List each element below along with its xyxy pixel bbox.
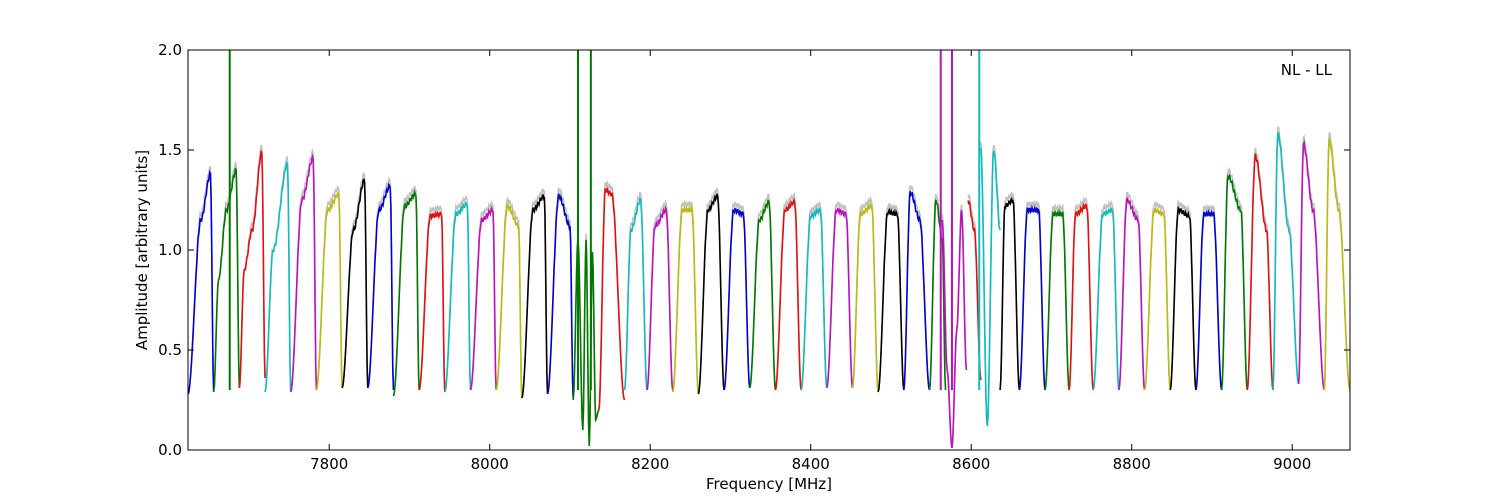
x-axis: 7800 8000 8200 8400 8600 8800 9000 bbox=[310, 50, 1311, 473]
channel-trace-13 bbox=[521, 193, 549, 399]
channel-trace-36 bbox=[1068, 202, 1094, 391]
channel-trace-34 bbox=[1018, 204, 1046, 391]
channel-trace-32 bbox=[980, 147, 1001, 427]
x-axis-label: Frequency [MHz] bbox=[706, 475, 832, 493]
channel-trace-16 bbox=[598, 185, 626, 411]
y-tick-label: 0.5 bbox=[158, 341, 182, 359]
channel-trace-21 bbox=[723, 207, 751, 391]
background-trace-11 bbox=[469, 199, 497, 391]
x-tick-label: 8600 bbox=[952, 455, 990, 473]
channel-trace-19 bbox=[671, 204, 700, 395]
channel-trace-28 bbox=[903, 191, 931, 391]
channel-trace-27 bbox=[877, 207, 905, 393]
channel-trace-38 bbox=[1118, 196, 1146, 391]
background-trace-3 bbox=[264, 156, 292, 393]
background-trace-13 bbox=[521, 188, 549, 399]
channel-trace-12 bbox=[495, 203, 523, 399]
y-axis: 0.0 0.5 1.0 1.5 2.0 bbox=[158, 41, 1350, 459]
x-tick-label: 8200 bbox=[631, 455, 669, 473]
channel-trace-23 bbox=[774, 197, 802, 391]
channel-trace-3 bbox=[264, 162, 292, 393]
channel-trace-25 bbox=[826, 207, 854, 389]
background-trace-1 bbox=[212, 161, 241, 393]
channel-trace-35 bbox=[1044, 209, 1070, 391]
channel-trace-30 bbox=[941, 210, 968, 449]
channel-trace-42 bbox=[1220, 173, 1249, 391]
background-trace-10 bbox=[444, 195, 472, 393]
y-tick-label: 0.0 bbox=[158, 441, 182, 459]
x-tick-label: 8000 bbox=[471, 455, 509, 473]
channel-trace-40 bbox=[1169, 205, 1197, 391]
background-trace-14 bbox=[546, 187, 574, 399]
channel-trace-37 bbox=[1092, 206, 1120, 391]
x-tick-label: 8400 bbox=[792, 455, 830, 473]
chart-annotation: NL - LL bbox=[1281, 61, 1333, 79]
series-layer bbox=[188, 50, 1350, 449]
background-trace-9 bbox=[418, 204, 446, 393]
channel-trace-39 bbox=[1143, 206, 1172, 391]
channel-trace-4 bbox=[289, 153, 318, 393]
x-tick-label: 9000 bbox=[1273, 455, 1311, 473]
channel-trace-11 bbox=[469, 205, 497, 391]
x-tick-label: 7800 bbox=[310, 455, 348, 473]
channel-trace-43 bbox=[1246, 153, 1274, 391]
channel-trace-0 bbox=[188, 169, 215, 395]
y-tick-label: 2.0 bbox=[158, 41, 182, 59]
channel-trace-9 bbox=[418, 210, 446, 393]
channel-trace-5 bbox=[315, 191, 343, 391]
y-tick-label: 1.0 bbox=[158, 241, 182, 259]
channel-trace-2 bbox=[238, 150, 266, 389]
channel-trace-1 bbox=[212, 167, 241, 393]
x-tick-label: 8800 bbox=[1113, 455, 1151, 473]
channel-trace-33 bbox=[999, 196, 1021, 391]
channel-trace-6 bbox=[341, 177, 369, 389]
channel-trace-46 bbox=[1323, 136, 1350, 391]
channel-trace-45 bbox=[1297, 139, 1326, 391]
channel-trace-14 bbox=[546, 193, 574, 399]
channel-trace-44 bbox=[1272, 132, 1300, 391]
channel-trace-41 bbox=[1195, 208, 1223, 391]
background-trace-8 bbox=[392, 185, 420, 397]
background-trace-2 bbox=[238, 144, 266, 389]
channel-trace-22 bbox=[748, 199, 777, 391]
background-trace-5 bbox=[315, 185, 343, 391]
y-tick-label: 1.5 bbox=[158, 141, 182, 159]
channel-trace-10 bbox=[444, 201, 472, 393]
channel-trace-8 bbox=[392, 188, 420, 397]
y-axis-label: Amplitude [arbitrary units] bbox=[133, 150, 151, 350]
channel-trace-29 bbox=[928, 199, 947, 391]
channel-trace-24 bbox=[800, 206, 828, 391]
channel-trace-17 bbox=[623, 197, 648, 391]
channel-trace-18 bbox=[646, 205, 674, 391]
channel-trace-20 bbox=[697, 193, 725, 395]
channel-trace-7 bbox=[367, 182, 395, 391]
channel-trace-26 bbox=[851, 201, 879, 393]
